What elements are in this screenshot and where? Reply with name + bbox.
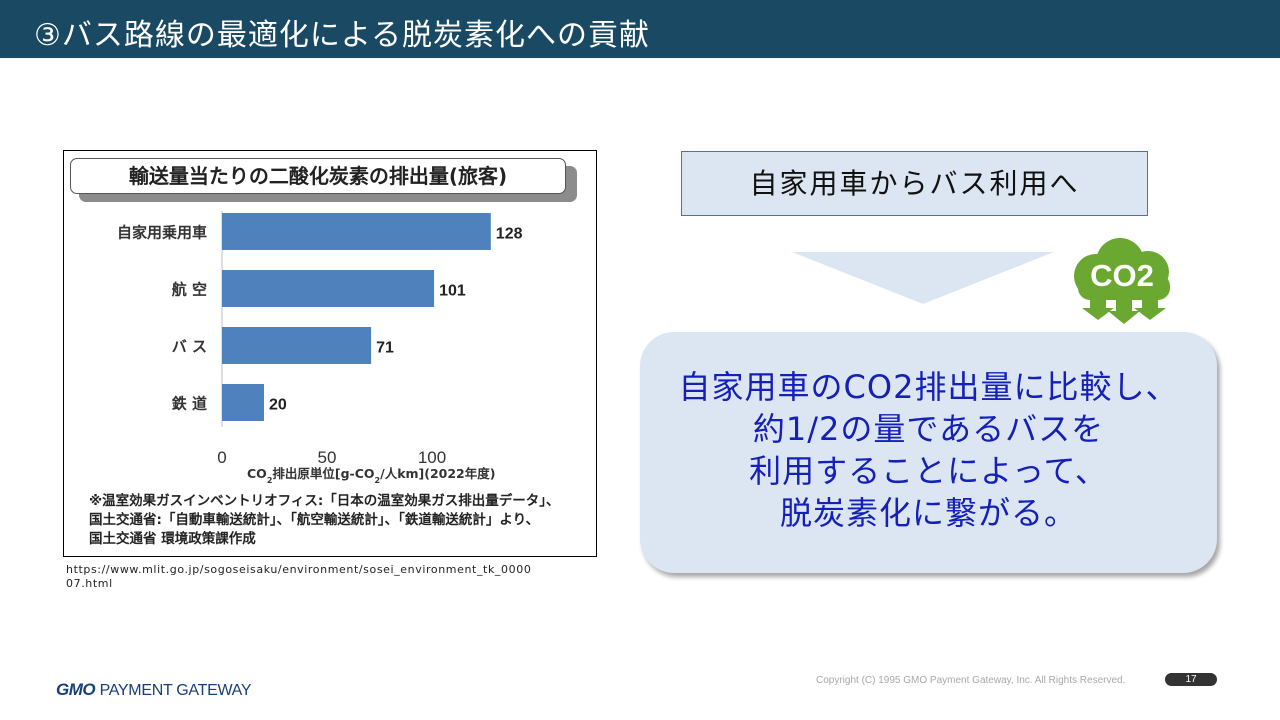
copyright-text: Copyright (C) 1995 GMO Payment Gateway, … bbox=[816, 675, 1126, 686]
callout-line: 自家用車のCO2排出量に比較し、 bbox=[678, 368, 1179, 406]
co2-label: CO2 bbox=[1090, 258, 1154, 293]
x-tick-label: 0 bbox=[217, 448, 226, 467]
bar-value-label: 20 bbox=[269, 397, 287, 414]
conclusion-callout: 自家用車のCO2排出量に比較し、 約1/2の量であるバスを 利用することによって… bbox=[640, 332, 1217, 573]
company-logo: GMO PAYMENT GATEWAY bbox=[56, 680, 252, 700]
logo-gmo: GMO bbox=[56, 680, 96, 699]
chart-panel: 輸送量当たりの二酸化炭素の排出量(旅客) 自家用乗用車 128 航 空 101 バ ス 7… bbox=[63, 150, 597, 557]
category-label: 自家用乗用車 bbox=[117, 224, 207, 242]
x-axis-label: CO2排出原単位[g-CO2/人km](2022年度) bbox=[247, 466, 495, 485]
bar bbox=[222, 213, 491, 250]
header-bar: ③バス路線の最適化による脱炭素化への貢献 bbox=[0, 0, 1280, 58]
source-url: https://www.mlit.go.jp/sogoseisaku/envir… bbox=[66, 563, 532, 590]
page-number: 17 bbox=[1165, 673, 1217, 686]
bar-value-label: 71 bbox=[376, 340, 394, 357]
co2-cloud-icon: CO2 bbox=[1074, 238, 1170, 324]
category-label: 航 空 bbox=[172, 281, 207, 299]
x-tick-label: 50 bbox=[318, 448, 337, 467]
slide-title: ③バス路線の最適化による脱炭素化への貢献 bbox=[34, 18, 650, 53]
bar-chart: 自家用乗用車 128 航 空 101 バ ス 71 鉄 道 20 0 50 100CO2排出原単位[… bbox=[117, 211, 523, 485]
chart-note-line: 国土交通省:「自動車輸送統計」、「航空輸送統計」、「鉄道輸送統計」より、 bbox=[89, 512, 540, 528]
x-tick-label: 100 bbox=[418, 448, 446, 467]
bar bbox=[222, 327, 372, 364]
bar-value-label: 101 bbox=[439, 283, 466, 300]
callout-text: 自家用車のCO2排出量に比較し、 約1/2の量であるバスを 利用することによって… bbox=[640, 366, 1217, 534]
callout-line: 約1/2の量であるバスを bbox=[752, 410, 1105, 448]
chart-source-note: ※温室効果ガスインベントリオフィス:「日本の温室効果ガス排出量データ」、 国土交… bbox=[89, 492, 594, 549]
category-label: 鉄 道 bbox=[172, 395, 207, 413]
bus-usage-heading: 自家用車からバス利用へ bbox=[681, 151, 1148, 216]
logo-payment-gateway: PAYMENT GATEWAY bbox=[99, 682, 252, 699]
bar bbox=[222, 270, 435, 307]
down-arrow-icon bbox=[792, 252, 1054, 304]
category-label: バ ス bbox=[172, 338, 207, 356]
bar bbox=[222, 384, 264, 421]
cloud-shape bbox=[1074, 238, 1170, 324]
callout-line: 脱炭素化に繋がる。 bbox=[779, 494, 1077, 532]
chart-title: 輸送量当たりの二酸化炭素の排出量(旅客) bbox=[70, 158, 566, 194]
callout-line: 利用することによって、 bbox=[749, 452, 1108, 490]
chart-note-line: ※温室効果ガスインベントリオフィス:「日本の温室効果ガス排出量データ」、 bbox=[89, 493, 560, 509]
chart-note-line: 国土交通省 環境政策課作成 bbox=[89, 531, 256, 547]
bar-value-label: 128 bbox=[496, 226, 523, 243]
